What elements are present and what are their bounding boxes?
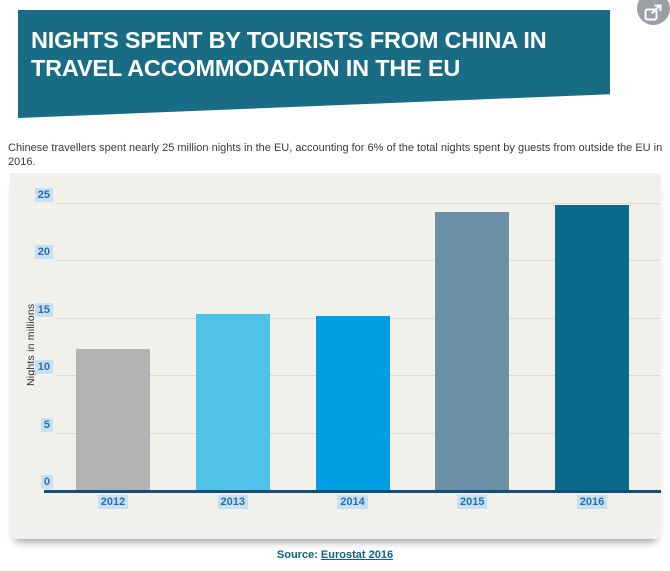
y-tick-label-15: 15: [33, 302, 55, 317]
bar-2012: [76, 348, 150, 490]
source-prefix: Source:: [276, 549, 321, 561]
page-title-line1: NIGHTS SPENT BY TOURISTS FROM CHINA IN: [31, 27, 547, 53]
source-link[interactable]: Eurostat 2016: [320, 549, 394, 561]
bar-2016: [555, 205, 629, 490]
y-tick-label-20: 20: [33, 245, 55, 260]
gridline-25: [56, 203, 660, 204]
page-title-line2: TRAVEL ACCOMMODATION IN THE EU: [31, 55, 461, 82]
x-tick-label-2013: 2013: [203, 495, 263, 509]
bar-2015: [435, 212, 510, 490]
gridline-20: [56, 260, 660, 262]
header-banner: NIGHTS SPENT BY TOURISTS FROM CHINA IN T…: [18, 10, 610, 118]
bar-2013: [195, 314, 270, 490]
bar-2014: [315, 315, 390, 490]
share-button[interactable]: [637, 0, 670, 25]
y-tick-label-5: 5: [39, 417, 55, 432]
y-tick-label-10: 10: [33, 360, 55, 375]
intro-text: Chinese travellers spent nearly 25 milli…: [8, 142, 663, 168]
export-image-icon: [644, 4, 662, 21]
x-tick-label-2015: 2015: [442, 495, 502, 509]
x-tick-label-2014: 2014: [323, 495, 383, 509]
y-tick-label-25: 25: [33, 188, 55, 202]
y-tick-label-0: 0: [39, 475, 55, 489]
source-line: Source: Eurostat 2016: [0, 549, 670, 561]
x-tick-label-2016: 2016: [562, 495, 622, 509]
page-title: NIGHTS SPENT BY TOURISTS FROM CHINA IN T…: [18, 10, 610, 82]
chart-card: Nights in millions 0 5 10 15 20 25 2012 2013 201…: [10, 173, 661, 539]
x-tick-label-2012: 2012: [83, 495, 143, 509]
x-axis-line: [44, 490, 661, 493]
